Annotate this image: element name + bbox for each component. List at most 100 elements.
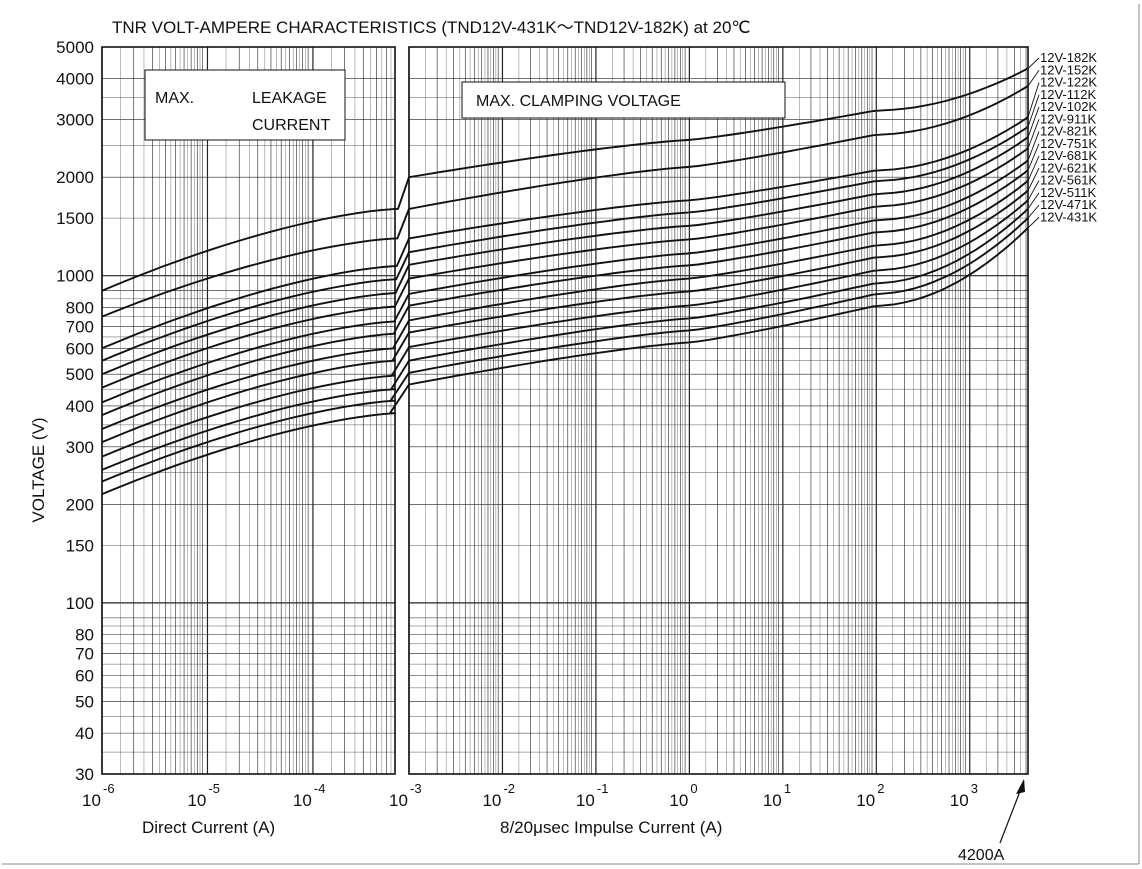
x-tick-exponent: -4 xyxy=(314,781,326,796)
series-leader xyxy=(1027,180,1040,201)
x-axis-title-left: Direct Current (A) xyxy=(142,818,275,837)
y-tick-label: 50 xyxy=(75,692,94,711)
series-line-12v-561k xyxy=(101,199,1029,458)
leakage-box-line3: CURRENT xyxy=(252,117,330,134)
x-tick-label: 10 xyxy=(293,791,312,810)
series-leader xyxy=(1027,119,1040,149)
x-tick-exponent: 2 xyxy=(877,781,884,796)
y-tick-label: 500 xyxy=(66,365,94,384)
series-label: 12V-821K xyxy=(1040,124,1097,139)
x-tick-exponent: 3 xyxy=(971,781,978,796)
x-tick-label: 10 xyxy=(763,791,782,810)
series-label: 12V-681K xyxy=(1040,148,1097,163)
clamping-box-text: MAX. CLAMPING VOLTAGE xyxy=(476,93,681,110)
4200a-arrowhead xyxy=(1016,779,1025,794)
left-panel-border xyxy=(101,46,396,775)
y-tick-label: 100 xyxy=(66,594,94,613)
leakage-box xyxy=(144,69,346,141)
series-leader xyxy=(1027,155,1040,181)
series-label: 12V-751K xyxy=(1040,136,1097,151)
series-line-12v-431k xyxy=(101,227,1029,495)
series-leader xyxy=(1027,82,1040,118)
series-leader xyxy=(1027,216,1040,229)
series-line-12v-751k xyxy=(101,169,1029,416)
x-tick-exponent: -6 xyxy=(103,781,115,796)
series-label: 12V-112K xyxy=(1040,87,1096,102)
4200a-note: 4200A xyxy=(958,847,1005,864)
x-tick-exponent: -3 xyxy=(410,781,422,796)
y-tick-label: 800 xyxy=(66,298,94,317)
x-tick-exponent: 1 xyxy=(784,781,791,796)
series-label: 12V-561K xyxy=(1040,173,1097,188)
series-line-12v-152k xyxy=(101,85,1029,318)
x-tick-label: 10 xyxy=(576,791,595,810)
series-label: 12V-911K xyxy=(1040,111,1096,126)
series-leader xyxy=(1027,69,1040,87)
x-tick-label: 10 xyxy=(82,791,101,810)
series-label: 12V-182K xyxy=(1040,50,1097,65)
leakage-panel-grid xyxy=(101,46,396,775)
x-tick-exponent: -2 xyxy=(503,781,515,796)
y-tick-label: 5000 xyxy=(56,38,94,57)
x-tick-label: 10 xyxy=(669,791,688,810)
series-line-12v-821k xyxy=(101,159,1029,404)
series-line-12v-471k xyxy=(101,217,1029,483)
right-panel-border xyxy=(408,46,1029,775)
y-tick-label: 700 xyxy=(66,317,94,336)
series-line-12v-621k xyxy=(101,189,1029,443)
series-line-12v-182k xyxy=(101,67,1029,292)
x-tick-exponent: -1 xyxy=(597,781,609,796)
series-label: 12V-471K xyxy=(1040,197,1097,212)
series-leader xyxy=(1027,106,1040,138)
series-leader xyxy=(1027,131,1040,161)
series-label: 12V-511K xyxy=(1040,185,1096,200)
y-tick-label: 1000 xyxy=(56,267,94,286)
y-tick-label: 4000 xyxy=(56,70,94,89)
series-line-12v-681k xyxy=(101,180,1029,430)
x-tick-label: 10 xyxy=(950,791,969,810)
y-tick-label: 80 xyxy=(75,626,94,645)
leakage-box-line1: MAX. xyxy=(155,90,194,107)
series-leader xyxy=(1027,94,1040,128)
series-label: 12V-431K xyxy=(1040,209,1097,224)
x-tick-label: 10 xyxy=(482,791,501,810)
x-tick-label: 10 xyxy=(187,791,206,810)
series-label: 12V-102K xyxy=(1040,99,1097,114)
y-tick-label: 70 xyxy=(75,645,94,664)
series-leader xyxy=(1027,143,1040,171)
series-line-12v-911k xyxy=(101,147,1029,389)
series-label: 12V-122K xyxy=(1040,75,1097,90)
x-tick-label: 10 xyxy=(856,791,875,810)
series-leader xyxy=(1027,57,1040,69)
y-tick-label: 3000 xyxy=(56,111,94,130)
y-tick-label: 300 xyxy=(66,438,94,457)
series-leader xyxy=(1027,204,1040,219)
y-tick-label: 150 xyxy=(66,536,94,555)
y-tick-label: 600 xyxy=(66,339,94,358)
series-line-12v-511k xyxy=(101,208,1029,471)
series-leader xyxy=(1027,192,1040,210)
x-tick-label: 10 xyxy=(389,791,408,810)
series-label: 12V-152K xyxy=(1040,62,1097,77)
y-tick-label: 1500 xyxy=(56,209,94,228)
y-tick-label: 30 xyxy=(75,765,94,784)
y-tick-label: 200 xyxy=(66,495,94,514)
series-labels: 12V-182K12V-152K12V-122K12V-112K12V-102K… xyxy=(1027,50,1097,229)
x-tick-exponent: -5 xyxy=(208,781,220,796)
x-axis-title-right: 8/20μsec Impulse Current (A) xyxy=(500,818,722,837)
clamping-box xyxy=(461,81,786,119)
leakage-box-line2: LEAKAGE xyxy=(252,90,327,107)
chart-title: TNR VOLT-AMPERE CHARACTERISTICS (TND12V-… xyxy=(112,18,751,37)
y-tick-label: 40 xyxy=(75,724,94,743)
series-label: 12V-621K xyxy=(1040,160,1097,175)
y-axis-title: VOLTAGE (V) xyxy=(29,417,48,522)
series-leader xyxy=(1027,168,1040,191)
y-tick-label: 2000 xyxy=(56,168,94,187)
x-tick-exponent: 0 xyxy=(690,781,697,796)
series-line-12v-102k xyxy=(101,136,1029,376)
y-tick-label: 400 xyxy=(66,397,94,416)
